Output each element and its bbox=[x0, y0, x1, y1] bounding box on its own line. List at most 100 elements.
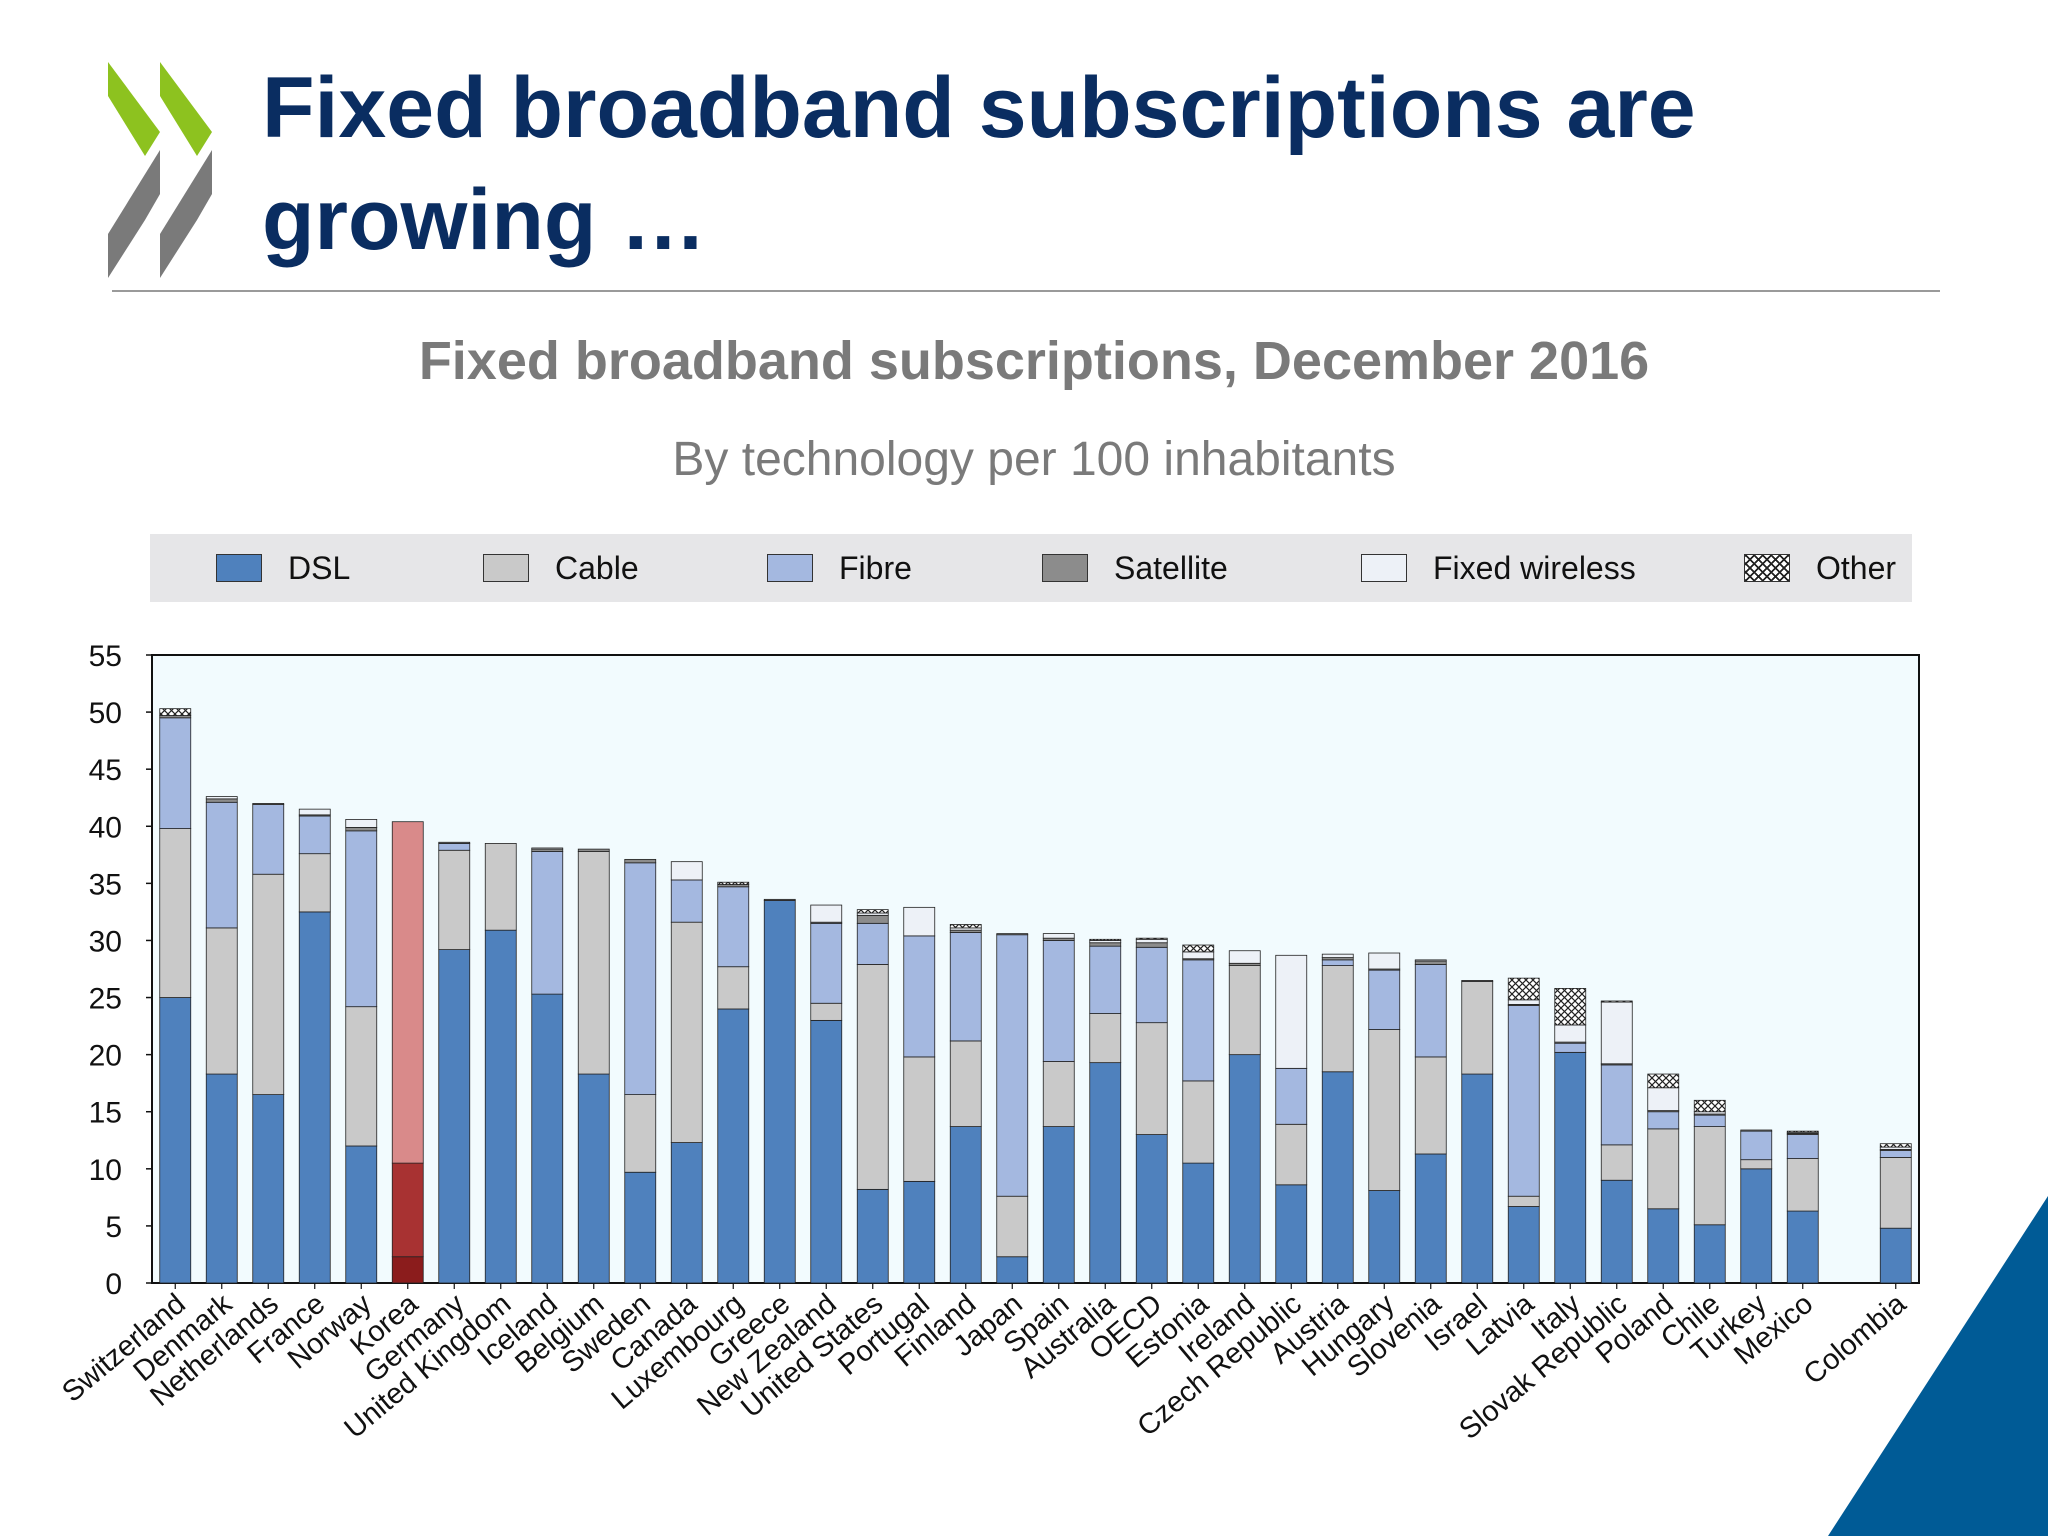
bar-germany-cable bbox=[438, 849, 471, 950]
legend-label-other: Other bbox=[1816, 549, 1897, 586]
bar-luxembourg-cable bbox=[717, 966, 750, 1010]
bar-israel-dsl bbox=[1461, 1073, 1494, 1284]
bar-new-zealand-cable bbox=[810, 1002, 843, 1021]
bar-czech-republic-dsl bbox=[1275, 1184, 1308, 1284]
bar-switzerland-other bbox=[159, 708, 192, 716]
legend-item-dsl: DSL bbox=[216, 534, 350, 602]
bar-slovenia-fibre bbox=[1414, 964, 1447, 1058]
chart-legend: DSL Cable Fibre Satellite Fixed wireless… bbox=[150, 534, 1912, 602]
bar-turkey-cable bbox=[1740, 1159, 1773, 1170]
title-divider bbox=[112, 290, 1940, 292]
bar-united-kingdom-dsl bbox=[484, 929, 517, 1284]
y-tick-label: 25 bbox=[89, 983, 122, 1016]
legend-item-fibre: Fibre bbox=[767, 534, 912, 602]
bar-oecd-other bbox=[1135, 937, 1168, 940]
bar-mexico-fibre bbox=[1786, 1134, 1819, 1159]
bar-new-zealand-fibre bbox=[810, 922, 843, 1004]
legend-label-cable: Cable bbox=[555, 549, 639, 586]
bar-canada-dsl bbox=[670, 1142, 703, 1284]
bar-new-zealand-dsl bbox=[810, 1019, 843, 1284]
legend-item-fixed-wireless: Fixed wireless bbox=[1361, 534, 1636, 602]
bar-oecd-dsl bbox=[1135, 1134, 1168, 1284]
bar-hungary-fibre bbox=[1368, 969, 1401, 1030]
bar-ireland-fixed-wireless bbox=[1228, 950, 1261, 964]
legend-label-fixed-wireless: Fixed wireless bbox=[1433, 549, 1636, 586]
bar-belgium-dsl bbox=[577, 1073, 610, 1284]
y-tick-label: 15 bbox=[89, 1097, 122, 1130]
bar-israel-satellite bbox=[1461, 980, 1494, 982]
bar-sweden-satellite bbox=[624, 858, 657, 864]
y-tick-label: 45 bbox=[89, 754, 122, 787]
bar-turkey-fibre bbox=[1740, 1130, 1773, 1161]
bar-spain-fibre bbox=[1042, 940, 1075, 1062]
y-tick-label: 50 bbox=[89, 697, 122, 730]
bar-slovak-republic-fixed-wireless bbox=[1600, 1001, 1633, 1065]
bar-czech-republic-cable bbox=[1275, 1123, 1308, 1186]
legend-item-cable: Cable bbox=[483, 534, 639, 602]
bar-finland-dsl bbox=[949, 1126, 982, 1284]
bar-iceland-dsl bbox=[531, 993, 564, 1284]
bar-latvia-dsl bbox=[1507, 1206, 1540, 1284]
bar-norway-dsl bbox=[345, 1145, 378, 1284]
bar-norway-satellite bbox=[345, 827, 378, 832]
legend-swatch-dsl bbox=[216, 554, 262, 582]
bar-france-fibre bbox=[298, 815, 331, 855]
bar-norway-fibre bbox=[345, 830, 378, 1008]
bar-latvia-other bbox=[1507, 977, 1540, 1001]
bar-ireland-cable bbox=[1228, 965, 1261, 1056]
bar-australia-other bbox=[1089, 938, 1122, 941]
bar-denmark-dsl bbox=[205, 1073, 238, 1284]
bar-oecd-cable bbox=[1135, 1022, 1168, 1135]
y-tick-label: 40 bbox=[89, 811, 122, 844]
bar-iceland-fixed-wireless bbox=[531, 847, 564, 850]
bar-poland-fixed-wireless bbox=[1647, 1087, 1680, 1111]
bar-portugal-fibre bbox=[903, 935, 936, 1058]
bar-colombia-other bbox=[1879, 1143, 1912, 1148]
bar-sweden-fibre bbox=[624, 862, 657, 1096]
bar-oecd-fixed-wireless bbox=[1135, 938, 1168, 944]
bar-chile-cable bbox=[1693, 1126, 1726, 1226]
bar-germany-satellite bbox=[438, 841, 471, 844]
y-tick-label: 0 bbox=[105, 1268, 122, 1301]
bar-denmark-cable bbox=[205, 927, 238, 1075]
bars-group bbox=[159, 708, 1912, 1284]
legend-swatch-other bbox=[1744, 554, 1790, 582]
oecd-logo bbox=[108, 62, 212, 278]
bar-switzerland-dsl bbox=[159, 997, 192, 1284]
bar-turkey-dsl bbox=[1740, 1168, 1773, 1284]
bar-greece-satellite bbox=[763, 898, 796, 901]
bar-korea-cable bbox=[391, 1162, 424, 1258]
bar-colombia-fibre bbox=[1879, 1150, 1912, 1158]
bar-estonia-dsl bbox=[1182, 1162, 1215, 1284]
chart-title: Fixed broadband subscriptions, December … bbox=[418, 331, 1650, 391]
bar-turkey-satellite bbox=[1740, 1129, 1773, 1132]
bar-united-states-other bbox=[856, 909, 889, 914]
bar-austria-cable bbox=[1321, 965, 1354, 1073]
bar-hungary-dsl bbox=[1368, 1190, 1401, 1284]
bar-france-cable bbox=[298, 853, 331, 913]
legend-swatch-satellite bbox=[1042, 554, 1088, 582]
bar-netherlands-satellite bbox=[252, 803, 285, 805]
bar-austria-fixed-wireless bbox=[1321, 953, 1354, 958]
bar-slovak-republic-fibre bbox=[1600, 1064, 1633, 1146]
bar-japan-cable bbox=[996, 1195, 1029, 1258]
bar-sweden-dsl bbox=[624, 1171, 657, 1284]
bar-mexico-dsl bbox=[1786, 1210, 1819, 1284]
bar-austria-dsl bbox=[1321, 1071, 1354, 1284]
bar-sweden-cable bbox=[624, 1094, 657, 1173]
bar-netherlands-cable bbox=[252, 873, 285, 1095]
bar-portugal-cable bbox=[903, 1056, 936, 1182]
bar-new-zealand-fixed-wireless bbox=[810, 904, 843, 923]
slide-title: Fixed broadband subscriptions are growin… bbox=[262, 60, 1696, 268]
bar-mexico-cable bbox=[1786, 1158, 1819, 1212]
y-tick-label: 30 bbox=[89, 925, 122, 958]
bar-latvia-fixed-wireless bbox=[1507, 999, 1540, 1005]
y-axis: 0 5 10 15 20 25 30 35 40 45 50 55 bbox=[89, 640, 152, 1301]
bar-netherlands-fibre bbox=[252, 804, 285, 875]
logo-chevron-grey-1 bbox=[108, 150, 160, 278]
bar-canada-fibre bbox=[670, 879, 703, 923]
bar-belgium-cable bbox=[577, 850, 610, 1075]
bar-oecd-fibre bbox=[1135, 946, 1168, 1024]
logo-chevron-green-2 bbox=[160, 62, 212, 156]
